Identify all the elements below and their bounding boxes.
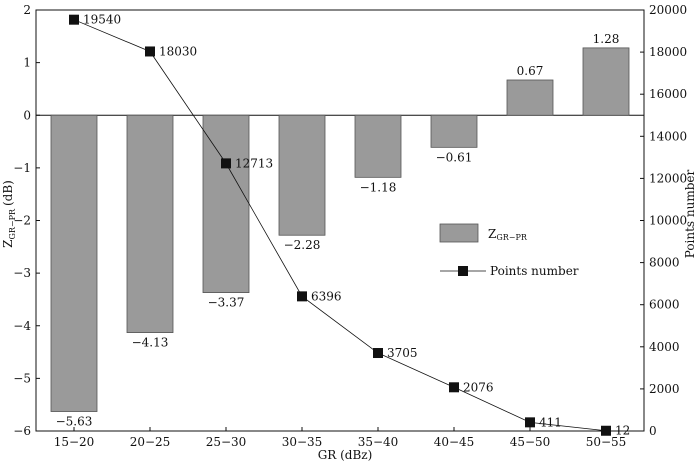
y-tick-label: −2 (13, 214, 31, 228)
y-tick-label: −5 (13, 371, 31, 385)
legend-bar-sub: GR−PR (496, 233, 528, 242)
x-axis-title: GR (dBz) (318, 448, 373, 462)
y-tick-label: 0 (23, 108, 31, 122)
points-marker (145, 46, 155, 57)
bar (126, 114, 174, 333)
bar-value-label: −5.63 (56, 415, 93, 429)
points-value-label: 18030 (159, 44, 197, 58)
y2-tick-label: 2000 (649, 382, 680, 396)
axes-layer: 2 1 0 −1 −2 −3 −4 −5 −6 0 2000 4000 6000 8000 10000 120… (13, 3, 687, 449)
points-value-label: 411 (539, 415, 562, 429)
bar (202, 114, 250, 293)
y2-tick-label: 18000 (649, 45, 687, 59)
bars-layer: −5.63 −4.13 −3.37 −2.28 −1.18 −0.61 0.67 1.28 (50, 32, 630, 429)
legend-bar-label: ZGR−PR (488, 227, 528, 242)
bar-value-label: −4.13 (132, 336, 169, 350)
y2-tick-label: 20000 (649, 3, 687, 17)
y-axis-title-sub: GR−PR (8, 208, 17, 240)
y-tick-label: −4 (13, 319, 31, 333)
y2-tick-label: 0 (649, 424, 657, 438)
y-tick-label: 2 (23, 3, 31, 17)
y2-tick-label: 14000 (649, 129, 687, 143)
points-marker (69, 14, 79, 25)
points-value-label: 12713 (235, 156, 273, 170)
y2-tick-label: 12000 (649, 171, 687, 185)
y-axis-title: ZGR−PR (dB) (1, 180, 17, 248)
bar (354, 114, 402, 178)
bar (506, 79, 554, 116)
legend-bar-main: Z (488, 227, 496, 241)
bar-value-label: −2.28 (284, 238, 321, 252)
y-tick-label: −3 (13, 266, 31, 280)
y2-tick-label: 8000 (649, 256, 680, 270)
points-value-label: 19540 (83, 13, 121, 27)
x-tick-label: 20−25 (130, 435, 171, 449)
legend: ZGR−PR Points number (439, 223, 579, 278)
y-tick-label: −1 (13, 161, 31, 175)
x-tick-label: 40−45 (434, 435, 475, 449)
y2-tick-label: 6000 (649, 298, 680, 312)
points-marker (525, 417, 535, 428)
y2-tick-label: 16000 (649, 87, 687, 101)
x-tick-label: 50−55 (586, 435, 627, 449)
bar-value-label: −3.37 (208, 296, 245, 310)
x-tick-label: 15−20 (54, 435, 95, 449)
x-tick-label: 45−50 (510, 435, 551, 449)
points-value-label: 2076 (463, 380, 494, 394)
points-marker (297, 291, 307, 302)
y2-axis-title: Points number (683, 169, 697, 258)
legend-bar-swatch (439, 223, 479, 243)
x-tick-label: 30−35 (282, 435, 323, 449)
bar (50, 114, 98, 412)
bar-value-label: 1.28 (593, 32, 620, 46)
bar (278, 114, 326, 236)
bar (582, 47, 630, 116)
legend-line-label: Points number (490, 264, 579, 278)
y-tick-label: 1 (23, 56, 31, 70)
y2-tick-label: 4000 (649, 340, 680, 354)
bar-value-label: −1.18 (360, 180, 397, 194)
y-axis-title-main: Z (1, 240, 15, 248)
points-marker (373, 348, 383, 359)
points-value-label: 3705 (387, 346, 418, 360)
points-line (73, 19, 607, 432)
y2-tick-label: 10000 (649, 214, 687, 228)
x-tick-label: 25−30 (206, 435, 247, 449)
x-tick-label: 35−40 (358, 435, 399, 449)
points-marker (221, 158, 231, 169)
bar-value-label: 0.67 (517, 64, 544, 78)
bar (430, 114, 478, 148)
y-axis-title-unit: (dB) (1, 180, 15, 206)
points-value-label: 6396 (311, 289, 342, 303)
y-tick-label: −6 (13, 424, 31, 438)
points-marker (449, 382, 459, 393)
bar-value-label: −0.61 (436, 150, 473, 164)
legend-line-marker (458, 266, 468, 276)
